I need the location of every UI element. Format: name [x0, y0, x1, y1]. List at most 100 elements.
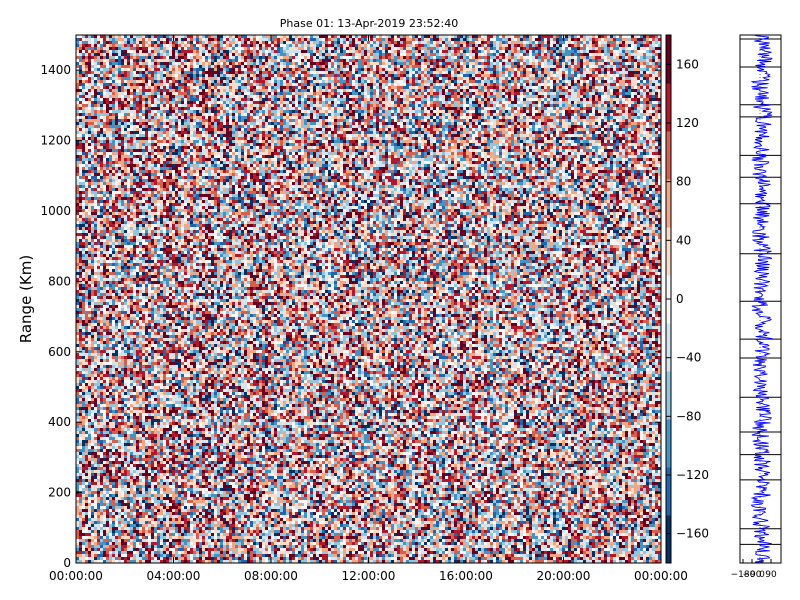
- heatmap-cell: [415, 44, 418, 47]
- heatmap-cell: [256, 65, 259, 68]
- heatmap-cell: [655, 92, 658, 95]
- heatmap-cell: [199, 83, 202, 86]
- heatmap-cell: [286, 65, 289, 68]
- heatmap-cell: [118, 77, 121, 80]
- heatmap-cell: [421, 62, 424, 65]
- heatmap-cell: [109, 80, 112, 83]
- heatmap-cell: [223, 92, 226, 95]
- heatmap-cell: [541, 41, 544, 44]
- heatmap-cell: [529, 89, 532, 92]
- heatmap-cell: [103, 71, 106, 74]
- heatmap-cell: [382, 83, 385, 86]
- heatmap-cell: [448, 83, 451, 86]
- heatmap-cell: [247, 59, 250, 62]
- heatmap-cell: [232, 56, 235, 59]
- heatmap-cell: [469, 56, 472, 59]
- heatmap-cell: [355, 50, 358, 53]
- heatmap-cell: [133, 53, 136, 56]
- heatmap-cell: [88, 35, 91, 38]
- heatmap-cell: [217, 65, 220, 68]
- heatmap-cell: [628, 62, 631, 65]
- heatmap-cell: [79, 47, 82, 50]
- heatmap-cell: [151, 71, 154, 74]
- heatmap-cell: [532, 95, 535, 98]
- heatmap-cell: [103, 77, 106, 80]
- heatmap-cell: [226, 47, 229, 50]
- heatmap-cell: [136, 68, 139, 71]
- heatmap-cell: [169, 80, 172, 83]
- heatmap-cell: [145, 53, 148, 56]
- heatmap-cell: [616, 86, 619, 89]
- heatmap-cell: [121, 65, 124, 68]
- heatmap-cell: [487, 35, 490, 38]
- heatmap-cell: [304, 59, 307, 62]
- heatmap-cell: [604, 50, 607, 53]
- heatmap-cell: [331, 68, 334, 71]
- heatmap-cell: [169, 56, 172, 59]
- heatmap-cell: [253, 92, 256, 95]
- heatmap-cell: [376, 38, 379, 41]
- heatmap-cell: [637, 77, 640, 80]
- heatmap-cell: [112, 38, 115, 41]
- heatmap-cell: [535, 53, 538, 56]
- heatmap-cell: [436, 38, 439, 41]
- heatmap-cell: [211, 89, 214, 92]
- heatmap-cell: [577, 41, 580, 44]
- heatmap-cell: [625, 83, 628, 86]
- heatmap-cell: [361, 47, 364, 50]
- heatmap-cell: [517, 77, 520, 80]
- heatmap-cell: [82, 92, 85, 95]
- heatmap-cell: [94, 41, 97, 44]
- heatmap-cell: [397, 44, 400, 47]
- heatmap-cell: [550, 71, 553, 74]
- heatmap-cell: [265, 95, 268, 98]
- heatmap-cell: [229, 71, 232, 74]
- heatmap-cell: [79, 53, 82, 56]
- heatmap-cell: [646, 59, 649, 62]
- heatmap-cell: [592, 74, 595, 77]
- heatmap-cell: [508, 44, 511, 47]
- heatmap-cell: [634, 62, 637, 65]
- heatmap-cell: [109, 74, 112, 77]
- heatmap-cell: [391, 47, 394, 50]
- heatmap-cell: [586, 83, 589, 86]
- heatmap-cell: [532, 86, 535, 89]
- heatmap-cell: [646, 92, 649, 95]
- heatmap-cell: [613, 89, 616, 92]
- heatmap-cell: [559, 74, 562, 77]
- heatmap-cell: [118, 92, 121, 95]
- heatmap-cell: [262, 38, 265, 41]
- heatmap-cell: [355, 74, 358, 77]
- heatmap-cell: [103, 98, 106, 101]
- heatmap-cell: [136, 95, 139, 98]
- heatmap-cell: [142, 77, 145, 80]
- heatmap-cell: [196, 86, 199, 89]
- heatmap-cell: [442, 86, 445, 89]
- heatmap-cell: [124, 62, 127, 65]
- heatmap-cell: [256, 92, 259, 95]
- heatmap-cell: [358, 92, 361, 95]
- heatmap-cell: [118, 59, 121, 62]
- heatmap-cell: [238, 68, 241, 71]
- heatmap-cell: [649, 62, 652, 65]
- heatmap-cell: [436, 83, 439, 86]
- heatmap-cell: [397, 80, 400, 83]
- heatmap-cell: [325, 68, 328, 71]
- heatmap-cell: [127, 98, 130, 101]
- heatmap-cell: [493, 89, 496, 92]
- heatmap-cell: [472, 71, 475, 74]
- heatmap-cell: [229, 68, 232, 71]
- heatmap-cell: [538, 44, 541, 47]
- heatmap-cell: [307, 35, 310, 38]
- heatmap-cell: [142, 98, 145, 101]
- heatmap-cell: [586, 41, 589, 44]
- heatmap-cell: [205, 86, 208, 89]
- heatmap-cell: [259, 74, 262, 77]
- heatmap-cell: [646, 56, 649, 59]
- heatmap-cell: [487, 86, 490, 89]
- heatmap-cell: [97, 44, 100, 47]
- heatmap-cell: [220, 47, 223, 50]
- heatmap-cell: [418, 89, 421, 92]
- heatmap-cell: [523, 41, 526, 44]
- heatmap-cell: [88, 38, 91, 41]
